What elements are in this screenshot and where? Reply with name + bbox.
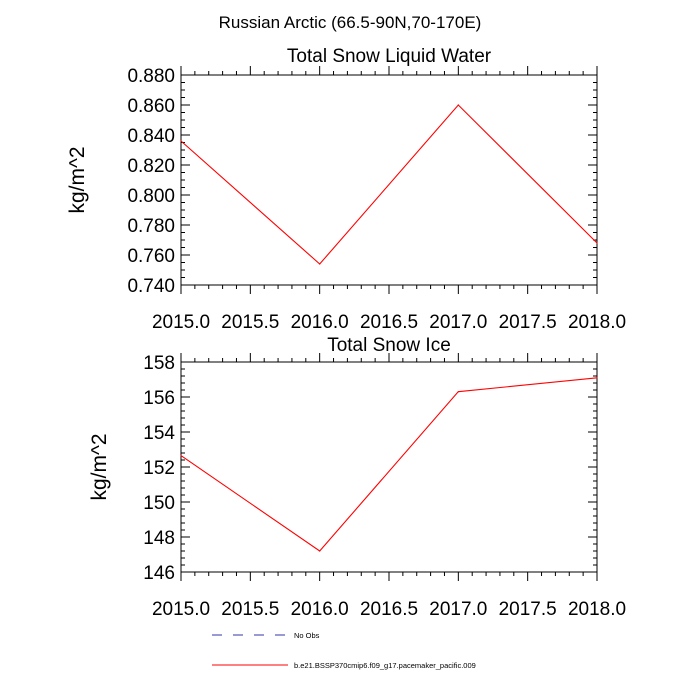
y-tick-label: 0.760	[127, 246, 175, 267]
y-tick-label: 156	[143, 388, 175, 409]
x-tick-label: 2015.0	[152, 599, 210, 620]
y-tick-label: 154	[143, 423, 175, 444]
series-line	[180, 377, 598, 552]
x-tick-label: 2015.5	[221, 599, 279, 620]
plot-frame	[180, 74, 598, 286]
x-tick-label: 2017.5	[499, 599, 557, 620]
y-tick-label: 0.780	[127, 216, 175, 237]
chart-title: Total Snow Liquid Water	[287, 46, 492, 67]
y-tick-label: 158	[143, 353, 175, 374]
x-tick-label: 2016.0	[291, 599, 349, 620]
y-tick-label: 150	[143, 493, 175, 514]
y-axis-label: kg/m^2	[66, 146, 89, 213]
y-tick-label: 0.740	[127, 276, 175, 297]
y-tick-label: 0.840	[127, 126, 175, 147]
data-point	[596, 377, 598, 379]
x-tick-label: 2018.0	[568, 312, 626, 333]
chart-title: Total Snow Ice	[327, 335, 451, 356]
x-tick-label: 2017.0	[429, 312, 487, 333]
x-tick-label: 2015.5	[221, 312, 279, 333]
legend-label: b.e21.BSSP370cmip6.f09_g17.pacemaker_pac…	[294, 661, 476, 670]
data-point	[457, 391, 459, 393]
chart-panels: Total Snow Liquid Water 0.740 0.760 0.780 0.…	[66, 46, 626, 620]
chart-panel-1: Total Snow Liquid Water 0.740 0.760 0.780 0.…	[66, 46, 626, 333]
y-tick-label: 0.880	[127, 66, 175, 87]
x-tick-label: 2016.0	[291, 312, 349, 333]
x-tick-label: 2016.5	[360, 312, 418, 333]
data-point	[180, 455, 182, 457]
data-point	[457, 104, 459, 106]
y-tick-label: 0.820	[127, 156, 175, 177]
figure-title: Russian Arctic (66.5-90N,70-170E)	[219, 13, 482, 32]
plot-frame	[180, 361, 598, 573]
x-tick-label: 2015.0	[152, 312, 210, 333]
data-point	[319, 263, 321, 265]
y-tick-label: 146	[143, 563, 175, 584]
data-point	[180, 140, 182, 142]
x-tick-label: 2018.0	[568, 599, 626, 620]
legend-label: No Obs	[294, 631, 320, 640]
y-tick-label: 0.860	[127, 96, 175, 117]
data-point	[319, 550, 321, 552]
data-point	[596, 242, 598, 244]
series-line	[180, 104, 598, 265]
legend: No Obs b.e21.BSSP370cmip6.f09_g17.pacemak…	[212, 631, 476, 670]
y-tick-label: 0.800	[127, 186, 175, 207]
y-tick-label: 152	[143, 458, 175, 479]
x-tick-label: 2017.0	[429, 599, 487, 620]
chart-panel-2: Total Snow Ice 146 148 150 152 154 156 158 2015.…	[88, 335, 626, 620]
y-axis-label: kg/m^2	[88, 433, 111, 500]
x-tick-label: 2017.5	[499, 312, 557, 333]
y-tick-label: 148	[143, 528, 175, 549]
x-tick-label: 2016.5	[360, 599, 418, 620]
